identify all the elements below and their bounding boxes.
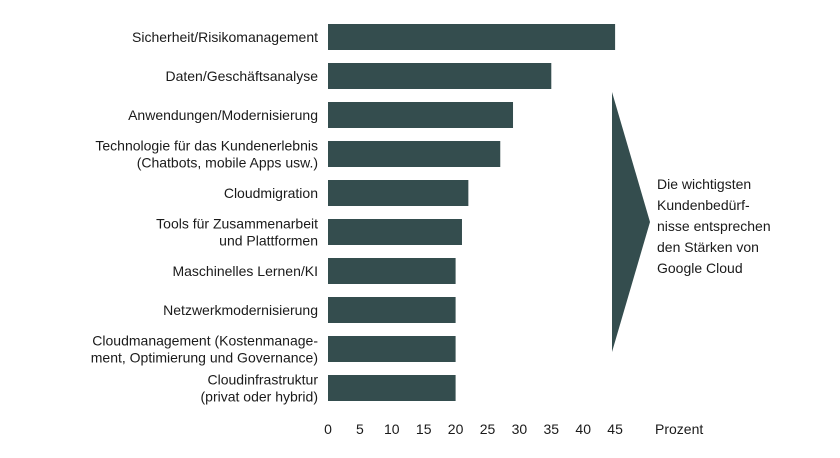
bar <box>328 102 514 128</box>
bar <box>328 63 552 89</box>
category-label: Daten/Geschäftsanalyse <box>165 68 318 84</box>
x-tick-label: 20 <box>448 421 464 437</box>
x-tick-label: 25 <box>480 421 496 437</box>
callout-arrow-shape <box>612 92 650 352</box>
x-tick-label: 5 <box>356 421 364 437</box>
bar <box>328 375 456 401</box>
bar <box>328 24 616 50</box>
x-tick-label: 40 <box>575 421 591 437</box>
category-label: Technologie für das Kundenerlebnis (Chatb… <box>95 138 318 171</box>
bar <box>328 336 456 362</box>
category-label: Netzwerkmodernisierung <box>163 302 318 318</box>
category-label: Cloudinfrastruktur (privat oder hybrid) <box>201 372 319 405</box>
callout-group: Die wichtigsten Kundenbedürf-nisse entspr… <box>612 92 771 352</box>
category-label: Cloudmanagement (Kostenmanage-ment, Opti… <box>91 333 319 366</box>
category-label: Tools für Zusammenarbeit und Plattformen <box>156 216 318 249</box>
x-tick-label: 10 <box>384 421 400 437</box>
x-axis-unit-label: Prozent <box>655 421 703 437</box>
x-tick-labels-group: 0 5 10 15 20 25 30 35 40 45 <box>324 421 623 437</box>
x-tick-label: 35 <box>544 421 560 437</box>
x-tick-label: 30 <box>512 421 528 437</box>
bar <box>328 180 469 206</box>
x-tick-label: 15 <box>416 421 432 437</box>
callout-text: Die wichtigsten Kundenbedürf-nisse entspr… <box>657 176 771 276</box>
bars-group <box>328 24 616 401</box>
category-label: Anwendungen/Modernisierung <box>128 107 318 123</box>
x-tick-label: 0 <box>324 421 332 437</box>
bar <box>328 219 462 245</box>
category-labels-group: Sicherheit/Risikomanagement Daten/Geschäf… <box>91 29 319 405</box>
bar <box>328 141 501 167</box>
category-label: Sicherheit/Risikomanagement <box>132 29 318 45</box>
category-label: Maschinelles Lernen/KI <box>172 263 318 279</box>
category-label: Cloudmigration <box>224 185 318 201</box>
x-tick-label: 45 <box>607 421 623 437</box>
bar <box>328 297 456 323</box>
bar <box>328 258 456 284</box>
